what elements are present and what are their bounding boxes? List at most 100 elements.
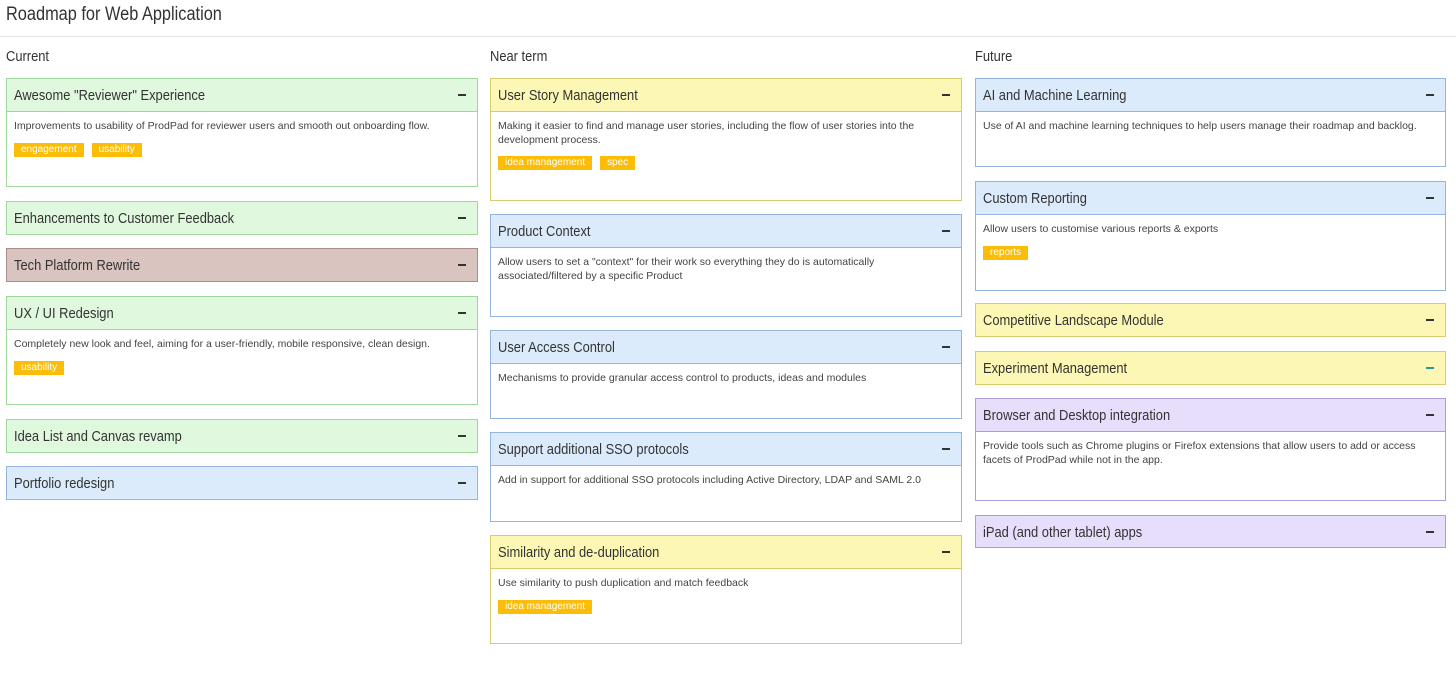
tag-badge[interactable]: spec	[600, 156, 636, 170]
card-header[interactable]: UX / UI Redesign	[7, 297, 477, 329]
card-title[interactable]: Custom Reporting	[983, 189, 1087, 207]
card-title[interactable]: iPad (and other tablet) apps	[983, 523, 1143, 541]
page-title: Roadmap for Web Application	[6, 4, 222, 25]
card-body: Improvements to usability of ProdPad for…	[7, 111, 477, 186]
tag-badge[interactable]: usability	[91, 142, 142, 157]
card-header[interactable]: Support additional SSO protocols	[491, 433, 961, 465]
card-title[interactable]: Enhancements to Customer Feedback	[14, 209, 235, 227]
roadmap-card[interactable]: Enhancements to Customer Feedback	[6, 201, 478, 235]
card-title[interactable]: AI and Machine Learning	[983, 86, 1127, 104]
card-header[interactable]: Experiment Management	[976, 352, 1445, 384]
roadmap-card[interactable]: Tech Platform Rewrite	[6, 248, 478, 282]
collapse-icon[interactable]	[939, 340, 953, 354]
tag-badge[interactable]: idea management	[498, 599, 593, 614]
card-body: Allow users to customise various reports…	[976, 214, 1445, 290]
roadmap-card[interactable]: AI and Machine Learning Use of AI and mac…	[975, 78, 1446, 167]
collapse-icon[interactable]	[455, 476, 469, 490]
card-body: Making it easier to find and manage user…	[491, 111, 961, 200]
collapse-icon[interactable]	[1423, 88, 1437, 102]
card-description: Add in support for additional SSO protoc…	[498, 474, 921, 486]
roadmap-card[interactable]: Custom Reporting Allow users to customise…	[975, 181, 1446, 291]
card-description: Allow users to set a "context" for their…	[498, 256, 875, 282]
card-description: Use of AI and machine learning technique…	[983, 120, 1417, 132]
card-header[interactable]: User Access Control	[491, 331, 961, 363]
collapse-icon[interactable]	[455, 306, 469, 320]
collapse-icon[interactable]	[1423, 313, 1437, 327]
roadmap-card[interactable]: Idea List and Canvas revamp	[6, 419, 478, 453]
tag-badge[interactable]: idea management	[498, 156, 593, 170]
card-header[interactable]: Custom Reporting	[976, 182, 1445, 214]
tag-badge[interactable]: reports	[983, 245, 1029, 260]
collapse-icon[interactable]	[455, 429, 469, 443]
card-title[interactable]: UX / UI Redesign	[14, 304, 114, 322]
card-header[interactable]: Competitive Landscape Module	[976, 304, 1445, 336]
card-body: Allow users to set a "context" for their…	[491, 247, 961, 316]
card-title[interactable]: User Story Management	[498, 86, 638, 104]
card-title[interactable]: Similarity and de-duplication	[498, 543, 660, 561]
card-header[interactable]: Similarity and de-duplication	[491, 536, 961, 568]
card-body: Use of AI and machine learning technique…	[976, 111, 1445, 166]
card-header[interactable]: Portfolio redesign	[7, 467, 477, 499]
roadmap-card[interactable]: Browser and Desktop integration Provide t…	[975, 398, 1446, 501]
collapse-icon[interactable]	[455, 88, 469, 102]
card-title[interactable]: Browser and Desktop integration	[983, 406, 1171, 424]
card-header[interactable]: User Story Management	[491, 79, 961, 111]
roadmap-card[interactable]: User Story Management Making it easier to…	[490, 78, 962, 201]
roadmap-card[interactable]: Support additional SSO protocols Add in s…	[490, 432, 962, 522]
roadmap-card[interactable]: UX / UI Redesign Completely new look and …	[6, 296, 478, 405]
card-description: Provide tools such as Chrome plugins or …	[983, 440, 1416, 466]
card-description: Making it easier to find and manage user…	[498, 120, 915, 146]
collapse-icon[interactable]	[455, 211, 469, 225]
card-title[interactable]: Support additional SSO protocols	[498, 440, 689, 458]
collapse-icon[interactable]	[1423, 525, 1437, 539]
tag-list: idea management	[498, 599, 954, 614]
card-title[interactable]: User Access Control	[498, 338, 615, 356]
collapse-icon[interactable]	[939, 545, 953, 559]
roadmap-card[interactable]: Awesome "Reviewer" Experience Improvement…	[6, 78, 478, 187]
card-description: Allow users to customise various reports…	[983, 223, 1219, 235]
tag-list: reports	[983, 245, 1438, 260]
card-body: Provide tools such as Chrome plugins or …	[976, 431, 1445, 500]
card-description: Use similarity to push duplication and m…	[498, 577, 749, 589]
roadmap-card[interactable]: Experiment Management	[975, 351, 1446, 385]
card-title[interactable]: Awesome "Reviewer" Experience	[14, 86, 206, 104]
card-title[interactable]: Tech Platform Rewrite	[14, 256, 141, 274]
card-header[interactable]: AI and Machine Learning	[976, 79, 1445, 111]
tag-badge[interactable]: usability	[14, 360, 65, 375]
column-heading: Future	[975, 48, 1013, 65]
card-body: Completely new look and feel, aiming for…	[7, 329, 477, 404]
card-header[interactable]: Enhancements to Customer Feedback	[7, 202, 477, 234]
collapse-icon[interactable]	[1423, 191, 1437, 205]
card-header[interactable]: Idea List and Canvas revamp	[7, 420, 477, 452]
card-description: Improvements to usability of ProdPad for…	[14, 120, 430, 132]
card-header[interactable]: Tech Platform Rewrite	[7, 249, 477, 281]
column-heading: Near term	[490, 48, 548, 65]
collapse-icon[interactable]	[939, 442, 953, 456]
collapse-icon[interactable]	[1423, 361, 1437, 375]
card-title[interactable]: Competitive Landscape Module	[983, 311, 1164, 329]
column-heading: Current	[6, 48, 50, 65]
collapse-icon[interactable]	[1423, 408, 1437, 422]
card-title[interactable]: Portfolio redesign	[14, 474, 115, 492]
collapse-icon[interactable]	[455, 258, 469, 272]
card-header[interactable]: Awesome "Reviewer" Experience	[7, 79, 477, 111]
roadmap-card[interactable]: Similarity and de-duplication Use similar…	[490, 535, 962, 644]
tag-list: engagement usability	[14, 142, 470, 157]
card-description: Completely new look and feel, aiming for…	[14, 338, 430, 350]
collapse-icon[interactable]	[939, 88, 953, 102]
card-header[interactable]: iPad (and other tablet) apps	[976, 516, 1445, 548]
tag-list: idea management spec	[498, 156, 954, 170]
roadmap-card[interactable]: Portfolio redesign	[6, 466, 478, 500]
card-header[interactable]: Browser and Desktop integration	[976, 399, 1445, 431]
roadmap-card[interactable]: iPad (and other tablet) apps	[975, 515, 1446, 548]
collapse-icon[interactable]	[939, 224, 953, 238]
card-header[interactable]: Product Context	[491, 215, 961, 247]
card-title[interactable]: Product Context	[498, 222, 591, 240]
card-title[interactable]: Idea List and Canvas revamp	[14, 427, 182, 445]
roadmap-card[interactable]: Competitive Landscape Module	[975, 303, 1446, 337]
card-description: Mechanisms to provide granular access co…	[498, 372, 867, 384]
card-title[interactable]: Experiment Management	[983, 359, 1128, 377]
roadmap-card[interactable]: User Access Control Mechanisms to provide…	[490, 330, 962, 419]
tag-badge[interactable]: engagement	[14, 142, 84, 157]
roadmap-card[interactable]: Product Context Allow users to set a "con…	[490, 214, 962, 317]
